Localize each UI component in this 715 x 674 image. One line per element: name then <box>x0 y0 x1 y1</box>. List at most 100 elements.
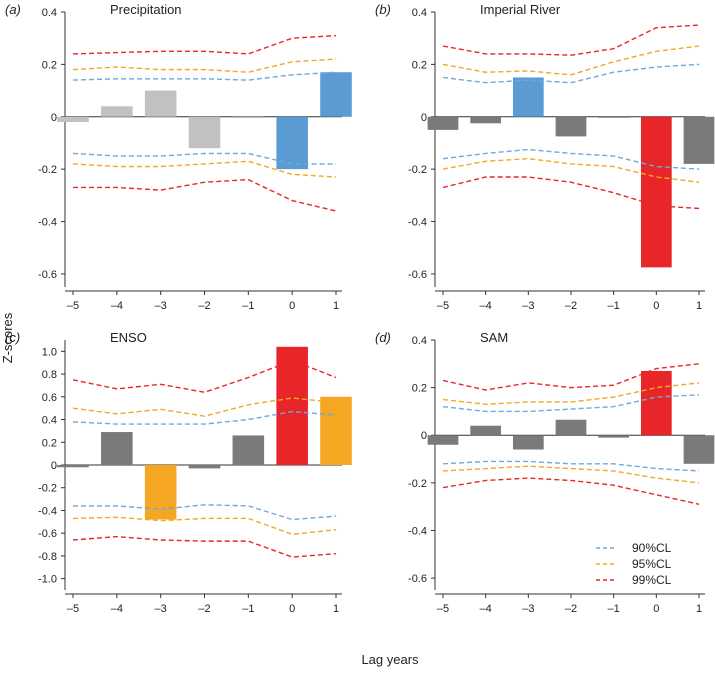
x-tick-label: 1 <box>696 300 702 312</box>
y-tick-label: -0.2 <box>408 478 427 490</box>
x-axis-label: Lag years <box>361 652 419 667</box>
y-tick-label: 0 <box>421 112 427 124</box>
x-tick-label: –1 <box>608 300 620 312</box>
panel-letter: (a) <box>5 2 21 17</box>
y-tick-label: -0.6 <box>408 573 427 585</box>
bar <box>470 425 502 436</box>
x-tick-label: –2 <box>198 603 210 615</box>
x-tick-label: –5 <box>437 300 449 312</box>
y-tick-label: -0.8 <box>38 551 57 563</box>
y-tick-label: -0.4 <box>38 505 57 517</box>
bar <box>320 396 352 465</box>
y-tick-label: -0.2 <box>38 483 57 495</box>
y-tick-label: -0.4 <box>408 217 427 229</box>
legend-label: 95%CL <box>632 557 672 571</box>
cl-line-95pct-cllower <box>442 157 700 183</box>
x-tick-label: 1 <box>333 603 339 615</box>
y-axis-label: Z-scores <box>0 312 15 363</box>
x-tick-label: –3 <box>155 300 167 312</box>
y-tick-label: -0.6 <box>38 269 57 281</box>
y-tick-label: -0.2 <box>38 164 57 176</box>
cl-line-90pct-cllower <box>442 460 700 472</box>
cl-line-95pct-clupper <box>442 382 700 405</box>
bar <box>427 435 459 445</box>
x-tick-label: 0 <box>289 300 295 312</box>
x-tick-label: –4 <box>480 603 492 615</box>
y-tick-label: -0.6 <box>38 528 57 540</box>
x-tick-label: –2 <box>198 300 210 312</box>
bar <box>640 116 672 268</box>
x-tick-label: 1 <box>333 300 339 312</box>
bar <box>188 465 221 469</box>
y-tick-label: 0.2 <box>42 59 57 71</box>
panel-letter: (c) <box>5 330 20 345</box>
x-tick-label: –1 <box>242 603 254 615</box>
y-tick-label: 0.2 <box>412 59 427 71</box>
bar <box>144 465 177 520</box>
bar <box>427 116 459 130</box>
cl-line-99pct-clupper <box>442 363 700 391</box>
panel-letter: (b) <box>375 2 391 17</box>
cl-line-99pct-cllower <box>73 178 337 212</box>
x-tick-label: –3 <box>522 300 534 312</box>
panels: -0.6 -0.4 -0.2 0 0.2 0.4 –5 –4 –3 –2 –1 0 1 (a) Precip… <box>5 2 715 615</box>
bar <box>57 116 89 122</box>
bar <box>232 116 265 119</box>
cl-line-99pct-cllower <box>442 176 700 210</box>
bar <box>188 116 221 149</box>
x-tick-label: 0 <box>653 603 659 615</box>
bar <box>512 77 544 117</box>
cl-line-95pct-cllower <box>72 516 337 536</box>
bar <box>683 435 715 464</box>
x-tick-label: –5 <box>437 603 449 615</box>
bar <box>555 116 587 137</box>
bar <box>640 370 672 436</box>
cl-line-90pct-clupper <box>442 63 700 84</box>
bar <box>683 116 715 164</box>
x-tick-label: –5 <box>67 300 79 312</box>
x-tick-label: –4 <box>111 603 123 615</box>
cl-line-99pct-clupper <box>72 34 337 55</box>
y-tick-label: 0.8 <box>42 369 57 381</box>
panel-1: -0.6 -0.4 -0.2 0 0.2 0.4 –5 –4 –3 –2 –1 0 1 (a) Precip… <box>5 2 352 312</box>
panel-title: Imperial River <box>480 2 561 17</box>
cl-line-90pct-clupper <box>72 71 337 81</box>
legend-label: 90%CL <box>632 541 672 555</box>
x-tick-label: –1 <box>242 300 254 312</box>
cl-line-90pct-cllower <box>442 148 700 170</box>
bar <box>276 116 308 170</box>
cl-line-99pct-cllower <box>442 477 700 505</box>
panel-3: -1.0 -0.8 -0.6 -0.4 -0.2 0 0.2 0.4 0.6 0.8 1.0 –5 –4… <box>5 330 352 615</box>
y-tick-label: 0 <box>51 460 57 472</box>
bar <box>144 90 177 117</box>
y-tick-label: -0.4 <box>408 525 427 537</box>
y-tick-label: -1.0 <box>38 574 57 586</box>
panel-title: SAM <box>480 330 508 345</box>
y-tick-label: -0.2 <box>408 164 427 176</box>
x-tick-label: –2 <box>565 603 577 615</box>
x-tick-label: –4 <box>111 300 123 312</box>
y-tick-label: 0.2 <box>412 383 427 395</box>
x-tick-label: –4 <box>480 300 492 312</box>
x-tick-label: 0 <box>289 603 295 615</box>
cl-line-95pct-cllower <box>442 465 700 484</box>
y-tick-label: -0.4 <box>38 217 57 229</box>
bar <box>232 435 265 465</box>
y-tick-label: 0.2 <box>42 437 57 449</box>
x-tick-label: –2 <box>565 300 577 312</box>
bar <box>470 116 502 124</box>
y-tick-label: 0.6 <box>42 392 57 404</box>
x-tick-label: 0 <box>653 300 659 312</box>
legend: 90%CL 95%CL 99%CL <box>596 541 672 587</box>
y-tick-label: 1.0 <box>42 346 57 358</box>
cl-line-95pct-clupper <box>442 45 700 76</box>
panel-title: ENSO <box>110 330 147 345</box>
panel-2: -0.6 -0.4 -0.2 0 0.2 0.4 –5 –4 –3 –2 –1 0 1 (b) Imperi… <box>375 2 715 312</box>
y-tick-label: 0 <box>51 112 57 124</box>
x-tick-label: 1 <box>696 603 702 615</box>
legend-label: 99%CL <box>632 573 672 587</box>
x-tick-label: –5 <box>67 603 79 615</box>
cl-line-95pct-clupper <box>72 397 337 417</box>
y-tick-label: 0 <box>421 430 427 442</box>
